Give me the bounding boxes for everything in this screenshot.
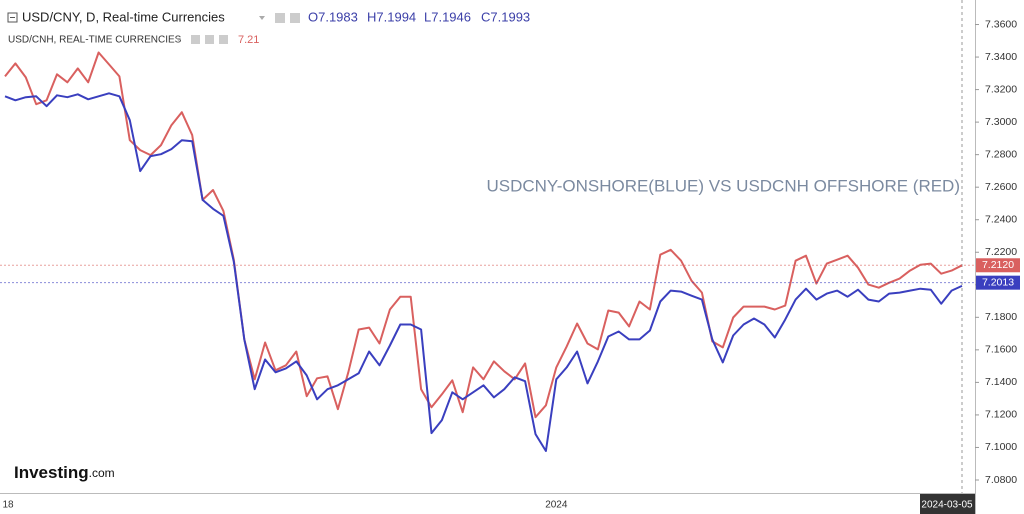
- y-tick-label: 7.3200: [985, 83, 1017, 95]
- logo-main: Investing: [14, 463, 89, 482]
- y-tick-label: 7.2200: [985, 246, 1017, 258]
- series-2-title: USD/CNH, REAL-TIME CURRENCIES: [8, 35, 182, 46]
- logo-suffix: .com: [89, 466, 115, 480]
- y-tick-label: 7.3000: [985, 116, 1017, 128]
- y-tick-label: 7.0800: [985, 474, 1017, 486]
- ohlc-open: O7.1983: [308, 9, 358, 24]
- legend-row-1: USD/CNY, D, Real-time Currencies O7.1983…: [7, 9, 530, 24]
- x-tick-label: 2024-03-05: [921, 500, 973, 511]
- x-tick-label: 18: [2, 500, 14, 511]
- y-tick-label: 7.3600: [985, 18, 1017, 30]
- price-badge: [976, 275, 1020, 290]
- x-tick-label: 2024: [545, 500, 568, 511]
- y-tick-label: 7.2800: [985, 148, 1017, 160]
- series-2-value: 7.21: [238, 34, 259, 46]
- price-badge-label: 7.2013: [982, 276, 1014, 288]
- ohlc-high: H7.1994: [367, 9, 416, 24]
- ohlc-close: C7.1993: [481, 9, 530, 24]
- y-tick-label: 7.2600: [985, 181, 1017, 193]
- logo: Investing.com: [14, 463, 115, 482]
- dropdown[interactable]: [259, 16, 265, 20]
- icon-eye[interactable]: [191, 35, 200, 44]
- icon-settings[interactable]: [205, 35, 214, 44]
- price-badge: [976, 258, 1020, 273]
- y-tick-label: 7.2400: [985, 214, 1017, 226]
- y-tick-label: 7.1600: [985, 344, 1017, 356]
- series-line: [4, 92, 963, 452]
- y-tick-label: 7.1400: [985, 376, 1017, 388]
- dropdown[interactable]: [176, 38, 181, 41]
- legend-row-2: USD/CNH, REAL-TIME CURRENCIES 7.21: [8, 34, 259, 46]
- icon-eye[interactable]: [275, 13, 285, 23]
- icon-close[interactable]: [219, 35, 228, 44]
- price-badge-label: 7.2120: [982, 259, 1014, 271]
- y-tick-label: 7.1000: [985, 441, 1017, 453]
- annotation: USDCNY-ONSHORE(BLUE) VS USDCNH OFFSHORE …: [486, 176, 960, 195]
- series-line: [4, 51, 963, 419]
- icon-settings[interactable]: [290, 13, 300, 23]
- collapse-icon[interactable]: [7, 12, 18, 23]
- y-tick-label: 7.3400: [985, 51, 1017, 63]
- series-title: USD/CNY, D, Real-time Currencies: [22, 9, 225, 24]
- date-badge: [920, 494, 975, 514]
- y-tick-label: 7.1800: [985, 311, 1017, 323]
- y-tick-label: 7.1200: [985, 409, 1017, 421]
- ohlc-low: L7.1946: [424, 9, 471, 24]
